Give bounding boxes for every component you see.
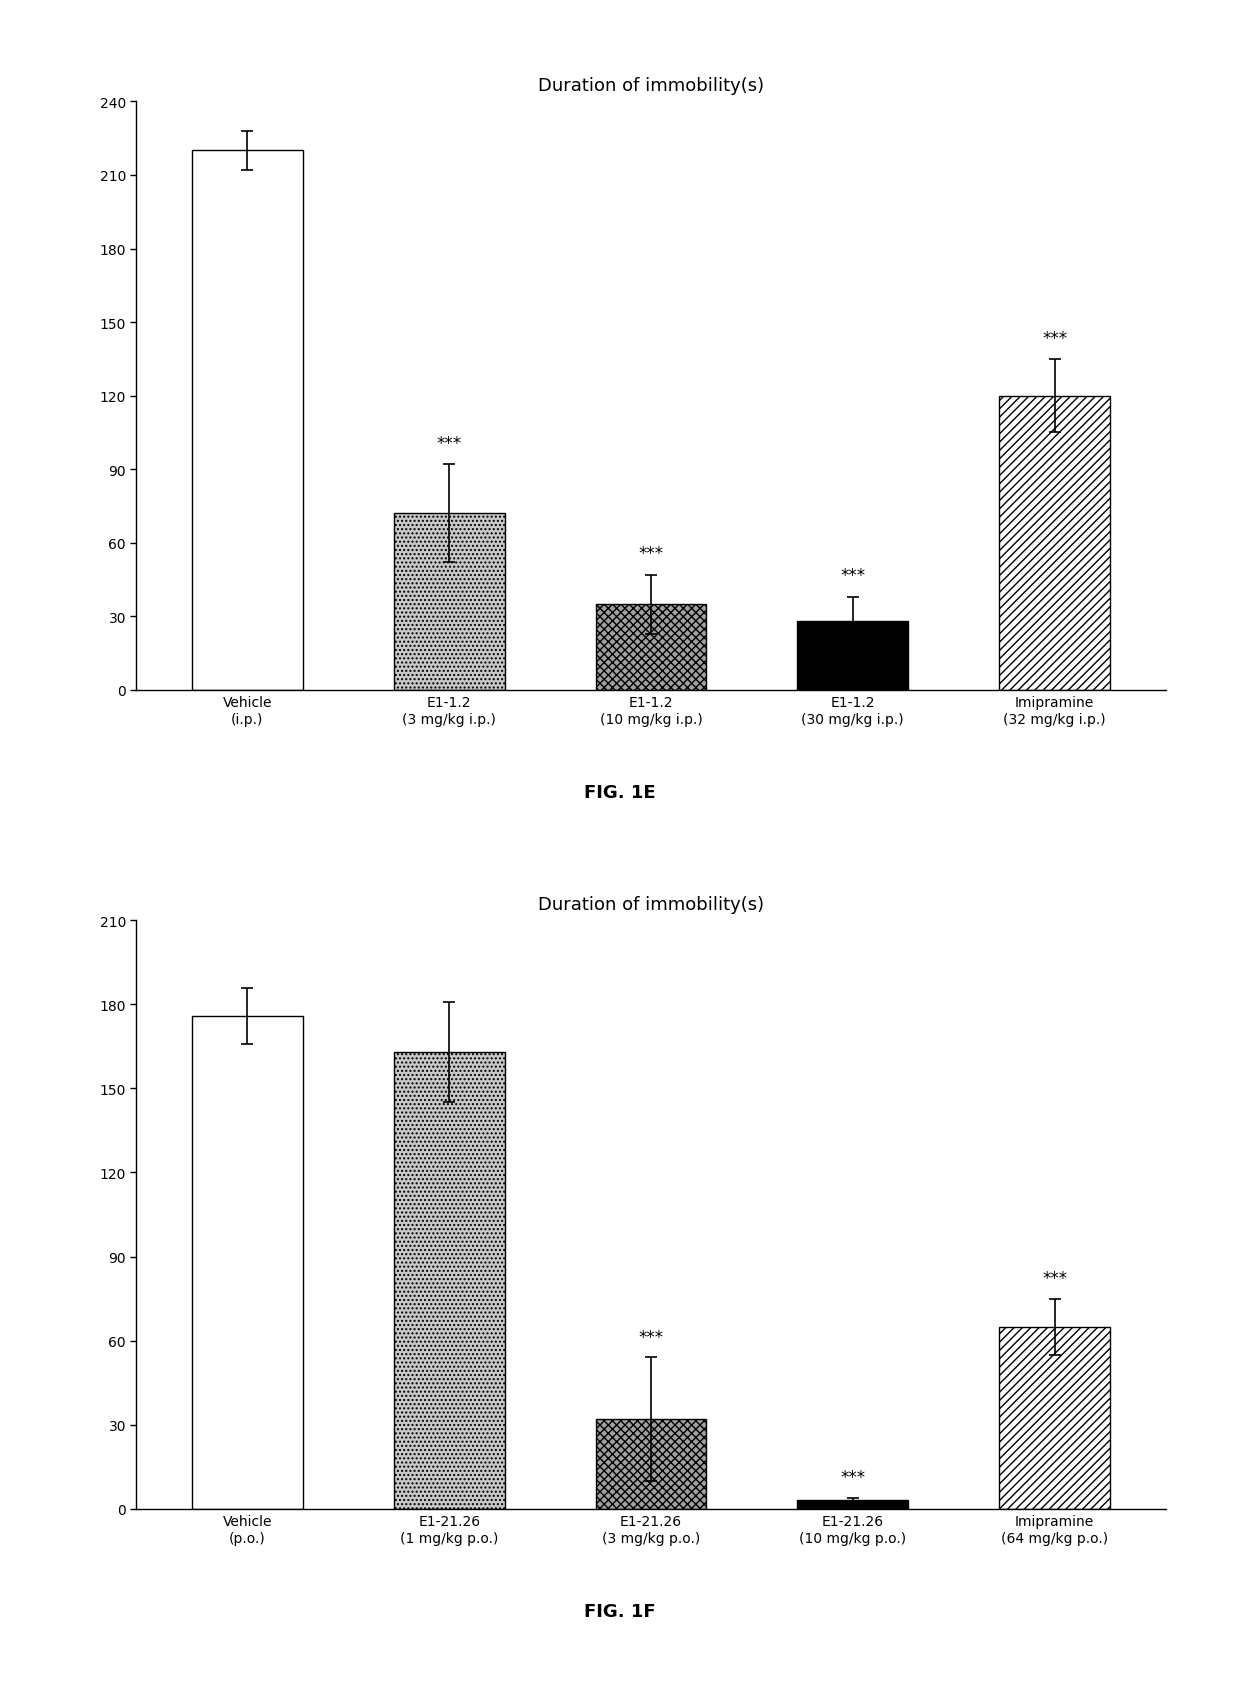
Text: ***: *** bbox=[841, 1468, 866, 1487]
Text: ***: *** bbox=[639, 546, 663, 563]
Bar bbox=[999, 1326, 1110, 1509]
Bar bbox=[192, 152, 303, 691]
Bar bbox=[797, 622, 908, 691]
Title: Duration of immobility(s): Duration of immobility(s) bbox=[538, 77, 764, 95]
Text: ***: *** bbox=[436, 435, 461, 454]
Text: FIG. 1F: FIG. 1F bbox=[584, 1603, 656, 1620]
Title: Duration of immobility(s): Duration of immobility(s) bbox=[538, 895, 764, 914]
Text: ***: *** bbox=[639, 1328, 663, 1347]
Bar bbox=[394, 515, 505, 691]
Text: ***: *** bbox=[1042, 329, 1068, 348]
Text: ***: *** bbox=[841, 568, 866, 585]
Bar bbox=[595, 605, 707, 691]
Bar bbox=[595, 1419, 707, 1509]
Bar bbox=[394, 1052, 505, 1509]
Bar bbox=[999, 397, 1110, 691]
Text: FIG. 1E: FIG. 1E bbox=[584, 784, 656, 801]
Bar bbox=[192, 1016, 303, 1509]
Text: ***: *** bbox=[1042, 1270, 1068, 1287]
Bar bbox=[797, 1500, 908, 1509]
